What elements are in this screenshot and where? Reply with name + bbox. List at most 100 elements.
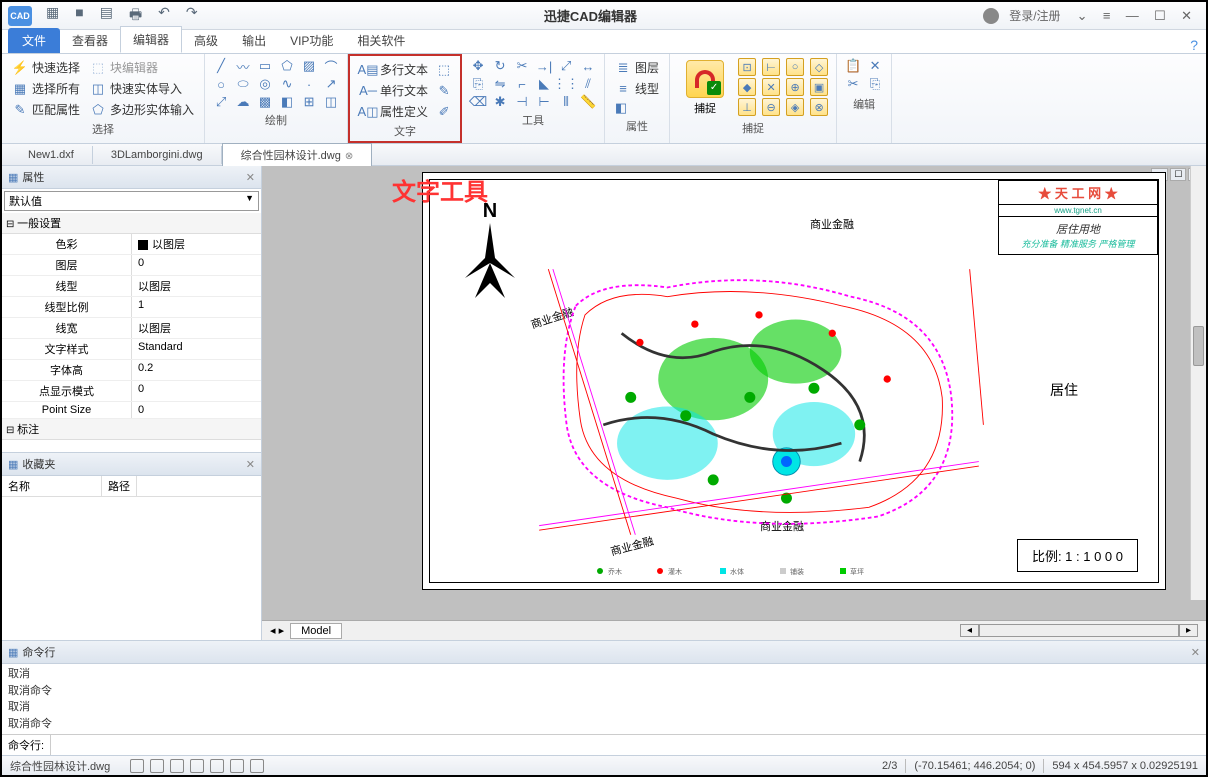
sb-polar-icon[interactable] [190,759,204,773]
snap-int-icon[interactable]: ✕ [762,78,780,96]
model-tab[interactable]: Model [290,623,342,639]
help-icon[interactable]: ? [1190,37,1198,53]
prop-row[interactable]: 字体高0.2 [2,360,261,381]
menu-icon[interactable]: ≡ [1103,8,1111,23]
hscroll-left[interactable]: ◂ [960,624,979,637]
cut-icon[interactable]: ✂ [845,76,861,92]
match-props-button[interactable]: ✎匹配属性 [10,100,82,119]
ray-icon[interactable]: ↗ [323,76,339,92]
wipeout-icon[interactable]: ◧ [279,94,295,110]
arc-icon[interactable]: ⌒ [323,58,339,74]
doctab-2[interactable]: 综合性园林设计.dwg⊗ [222,143,373,166]
cmd-input[interactable] [50,735,1206,755]
minimize-button[interactable]: — [1126,8,1139,23]
layer-button[interactable]: ≣图层 [613,58,661,77]
vertical-scrollbar[interactable] [1190,166,1206,600]
sb-otrack-icon[interactable] [230,759,244,773]
line-icon[interactable]: ╱ [213,58,229,74]
block-icon[interactable]: ◫ [323,94,339,110]
fillet-icon[interactable]: ⌐ [514,76,530,92]
table-icon[interactable]: ⊞ [301,94,317,110]
point-icon[interactable]: · [301,76,317,92]
circle-icon[interactable]: ○ [213,76,229,92]
login-link[interactable]: 登录/注册 [1009,7,1060,24]
ellipse-icon[interactable]: ⬭ [235,76,251,92]
qa-open-icon[interactable]: ■ [75,4,83,28]
tab-viewer[interactable]: 查看器 [60,28,120,53]
prop-row[interactable]: 线型以图层 [2,276,261,297]
prop-row[interactable]: 色彩以图层 [2,234,261,255]
tab-advanced[interactable]: 高级 [182,28,230,53]
move-icon[interactable]: ✥ [470,58,486,74]
block-editor-button[interactable]: ⬚块编辑器 [88,58,160,77]
region-icon[interactable]: ▩ [257,94,273,110]
hscroll-right[interactable]: ▸ [1179,624,1198,637]
explode-icon[interactable]: ✱ [492,94,508,110]
polygon-icon[interactable]: ⬠ [279,58,295,74]
prop-row[interactable]: 线型比例1 [2,297,261,318]
polyline-icon[interactable]: 〰 [235,58,251,74]
snap-button[interactable]: ✓ 捕捉 [678,58,732,118]
spline-icon[interactable]: ∿ [279,76,295,92]
tab-editor[interactable]: 编辑器 [120,26,182,53]
rotate-icon[interactable]: ↻ [492,58,508,74]
scale-icon[interactable]: ⤢ [558,58,574,74]
doctab-close-icon[interactable]: ⊗ [345,151,353,162]
cloud-icon[interactable]: ☁ [235,94,251,110]
snap-perp-icon[interactable]: ⊥ [738,98,756,116]
hatch-icon[interactable]: ▨ [301,58,317,74]
fav-close-icon[interactable]: ✕ [246,458,255,471]
join-icon[interactable]: ⊢ [536,94,552,110]
prop-row[interactable]: Point Size0 [2,402,261,419]
tab-related[interactable]: 相关软件 [345,28,417,53]
doctab-0[interactable]: New1.dxf [10,146,93,164]
linetype-button[interactable]: ≡线型 [613,79,661,98]
snap-ins-icon[interactable]: ▣ [810,78,828,96]
mtext-button[interactable]: A▤多行文本 [358,60,430,79]
stext-button[interactable]: A─单行文本 [358,81,430,100]
qa-print-icon[interactable]: 🖶 [129,4,142,28]
tab-output[interactable]: 输出 [230,28,278,53]
color-icon[interactable]: ◧ [613,100,629,116]
prop-row[interactable]: 点显示模式0 [2,381,261,402]
prop-row[interactable]: 图层0 [2,255,261,276]
maximize-button[interactable]: ☐ [1154,8,1166,23]
snap-end-icon[interactable]: ⊡ [738,58,756,76]
polygon-input-button[interactable]: ⬠多边形实体输入 [88,100,196,119]
cmd-close-icon[interactable]: ✕ [1191,646,1200,659]
mirror-icon[interactable]: ⇋ [492,76,508,92]
sb-snap-icon[interactable] [130,759,144,773]
rect-icon[interactable]: ▭ [257,58,273,74]
user-icon[interactable] [983,8,999,24]
sb-osnap-icon[interactable] [210,759,224,773]
select-all-button[interactable]: ▦选择所有 [10,79,82,98]
qa-save-icon[interactable]: ▤ [100,4,113,28]
qa-undo-icon[interactable]: ↶ [158,4,170,28]
break-icon[interactable]: ⊣ [514,94,530,110]
donut-icon[interactable]: ◎ [257,76,273,92]
quick-select-button[interactable]: ⚡快速选择 [10,58,82,77]
attdef-button[interactable]: A◫属性定义 [358,102,430,121]
sb-ortho-icon[interactable] [170,759,184,773]
snap-quad-icon[interactable]: ◆ [738,78,756,96]
snap-mid-icon[interactable]: ⊢ [762,58,780,76]
paste-icon[interactable]: 📋 [845,58,861,74]
delete-icon[interactable]: ✕ [867,58,883,74]
array-icon[interactable]: ⋮⋮ [558,76,574,92]
trim-icon[interactable]: ✂ [514,58,530,74]
snap-node-icon[interactable]: ◇ [810,58,828,76]
copy2-icon[interactable]: ⎘ [867,76,883,92]
snap-center-icon[interactable]: ○ [786,58,804,76]
prop-row[interactable]: 线宽以图层 [2,318,261,339]
copy-icon[interactable]: ⎘ [470,76,486,92]
offset-icon[interactable]: ⫽ [580,76,596,92]
file-menu[interactable]: 文件 [8,28,60,53]
props-dropdown[interactable]: 默认值▼ [4,191,259,211]
snap-near-icon[interactable]: ◈ [786,98,804,116]
dropdown-icon[interactable]: ⌄ [1077,8,1088,23]
qa-redo-icon[interactable]: ↷ [186,4,198,28]
prop-row[interactable]: 文字样式Standard [2,339,261,360]
extend-icon[interactable]: →| [536,58,552,74]
props-close-icon[interactable]: ✕ [246,171,255,184]
doctab-1[interactable]: 3DLamborgini.dwg [93,146,222,164]
